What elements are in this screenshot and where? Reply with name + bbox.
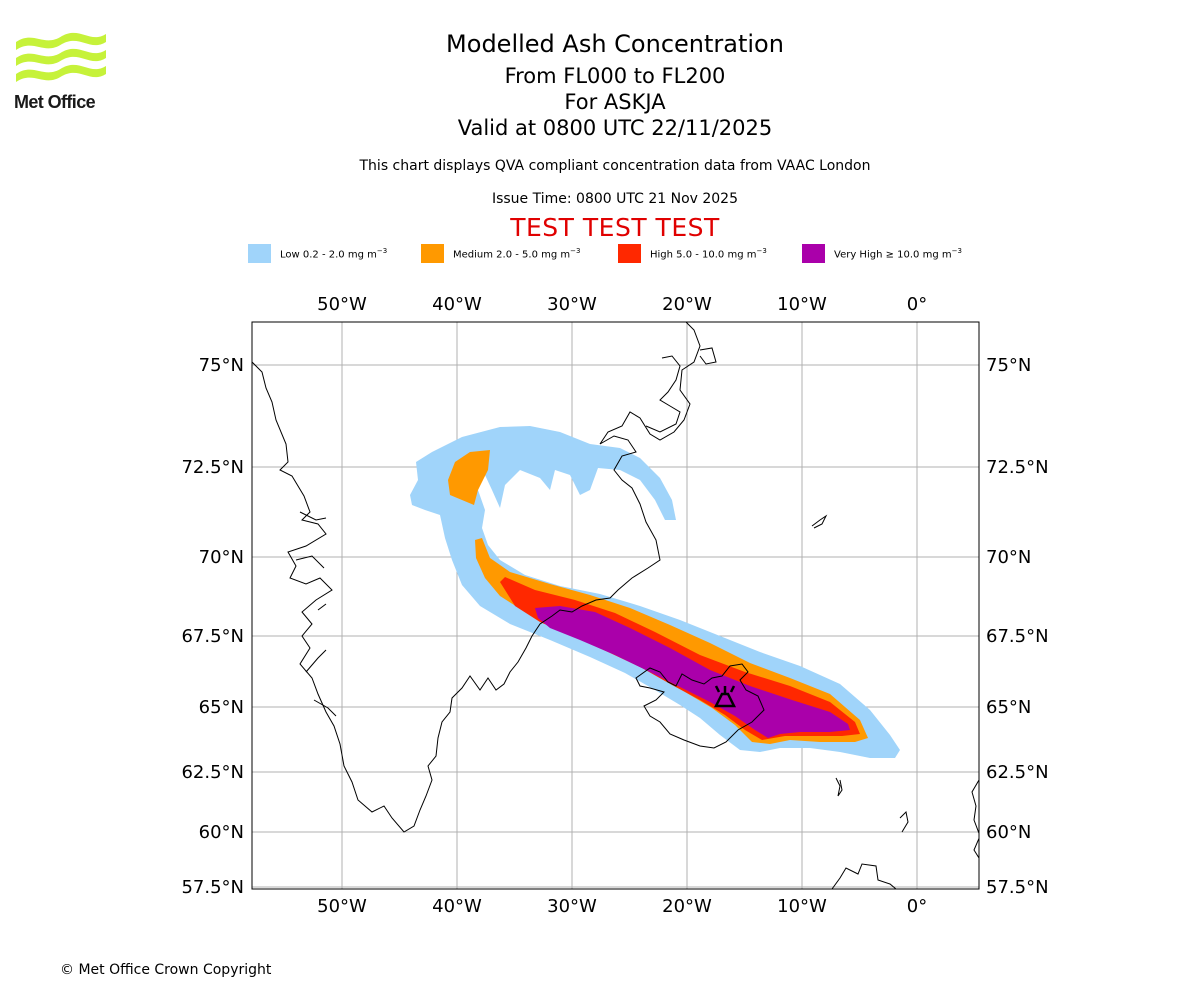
logo-text: Met Office [14,92,96,112]
volcano-name: For ASKJA [564,90,666,114]
lon-label-top-40w: 40°W [432,294,482,315]
coastline-scotland [831,863,897,889]
coastline-norway [971,779,979,859]
legend-swatch-medium [421,244,444,263]
legend-label-medium: Medium 2.0 - 5.0 mg m−3 [453,247,581,261]
lat-label-left-62-5n: 62.5°N [181,762,244,783]
lat-label-right-65n: 65°N [986,697,1031,718]
map-frame [251,321,980,890]
test-banner: TEST TEST TEST [510,213,720,242]
lon-label-bottom-30w: 30°W [547,896,597,917]
lat-label-left-72-5n: 72.5°N [181,457,244,478]
lat-label-right-75n: 75°N [986,355,1031,376]
coastline-iceland [635,663,765,749]
lon-label-top-20w: 20°W [662,294,712,315]
legend-label-very-high: Very High ≥ 10.0 mg m−3 [834,247,962,261]
lat-label-right-67-5n: 67.5°N [986,626,1049,647]
ash-very-high [535,606,850,738]
valid-time: Valid at 0800 UTC 22/11/2025 [457,116,773,140]
lon-label-top-0: 0° [907,294,927,315]
coastline-jan-mayen [811,514,828,529]
legend-swatch-low [248,244,271,263]
legend-label-low: Low 0.2 - 2.0 mg m−3 [280,247,388,261]
lon-label-top-10w: 10°W [777,294,827,315]
coastline-faroe [835,777,843,797]
lon-label-bottom-50w: 50°W [317,896,367,917]
lon-label-top-50w: 50°W [317,294,367,315]
lat-labels-left: 75°N 72.5°N 70°N 67.5°N 65°N 62.5°N 60°N… [181,355,244,898]
lon-label-bottom-10w: 10°W [777,896,827,917]
ash-cloud [410,426,900,758]
lon-label-bottom-40w: 40°W [432,896,482,917]
lat-label-right-72-5n: 72.5°N [986,457,1049,478]
lat-labels-right: 75°N 72.5°N 70°N 67.5°N 65°N 62.5°N 60°N… [986,355,1049,898]
legend-swatch-very-high [802,244,825,263]
lat-label-left-75n: 75°N [199,355,244,376]
copyright-notice: © Met Office Crown Copyright [60,962,272,978]
ash-medium [448,450,868,744]
flight-level-range: From FL000 to FL200 [504,64,726,88]
lat-label-right-62-5n: 62.5°N [986,762,1049,783]
coastline-greenland-fjords [295,511,337,717]
met-office-waves-icon [16,32,106,82]
lat-label-left-70n: 70°N [199,547,244,568]
lon-label-top-30w: 30°W [547,294,597,315]
coastlines [252,322,979,889]
lat-label-left-65n: 65°N [199,697,244,718]
met-office-logo: Met Office [14,30,110,112]
coastline-shetland [899,810,909,833]
issue-time: Issue Time: 0800 UTC 21 Nov 2025 [491,191,739,207]
lon-labels-bottom: 50°W 40°W 30°W 20°W 10°W 0° [317,896,927,917]
lat-label-right-70n: 70°N [986,547,1031,568]
legend-label-high: High 5.0 - 10.0 mg m−3 [650,247,767,261]
coastline-greenland [252,322,701,833]
lat-label-right-57-5n: 57.5°N [986,877,1049,898]
lon-labels-top: 50°W 40°W 30°W 20°W 10°W 0° [317,294,927,315]
lon-label-bottom-0: 0° [907,896,927,917]
coastline-svalbard-edge [699,347,717,365]
lat-label-left-67-5n: 67.5°N [181,626,244,647]
lat-label-left-57-5n: 57.5°N [181,877,244,898]
lon-label-bottom-20w: 20°W [662,896,712,917]
chart-title: Modelled Ash Concentration [446,30,784,58]
lat-label-left-60n: 60°N [199,822,244,843]
lat-label-right-60n: 60°N [986,822,1031,843]
compliance-note: This chart displays QVA compliant concen… [359,158,871,174]
coastline-greenland-north [645,355,681,433]
legend-swatch-high [618,244,641,263]
volcano-icon [713,685,737,708]
